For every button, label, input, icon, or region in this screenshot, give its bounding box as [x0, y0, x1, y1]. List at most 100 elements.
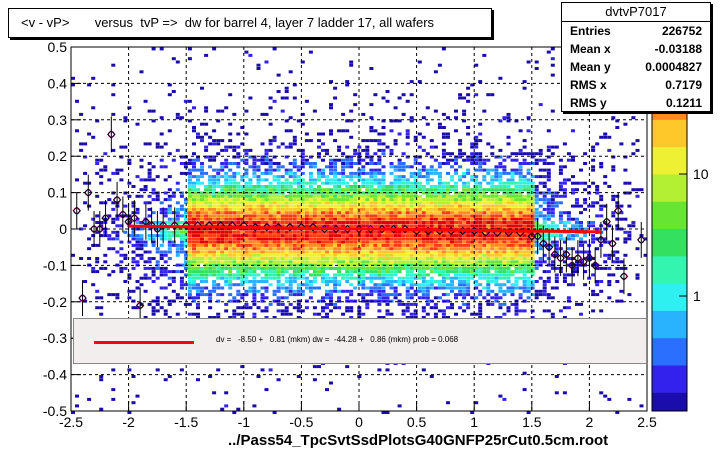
heatmap-cell: [482, 230, 487, 234]
heatmap-cell: [417, 175, 422, 179]
heatmap-cell: [514, 257, 519, 260]
heatmap-cell: [534, 260, 539, 264]
heatmap-cell: [433, 158, 438, 162]
heatmap-cell: [187, 227, 192, 231]
heatmap-cell: [369, 257, 374, 260]
heatmap-cell: [256, 165, 261, 169]
heatmap-cell: [470, 155, 475, 159]
heatmap-cell: [474, 296, 479, 300]
heatmap-cell: [425, 214, 430, 218]
heatmap-cell: [478, 316, 483, 319]
heatmap-cell: [240, 260, 245, 264]
heatmap-cell: [365, 234, 370, 238]
heatmap-cell: [248, 263, 253, 267]
heatmap-cell: [244, 217, 249, 221]
heatmap-cell: [397, 280, 402, 283]
heatmap-cell: [506, 191, 511, 195]
heatmap-cell: [296, 263, 301, 267]
heatmap-cell: [232, 250, 237, 254]
heatmap-cell: [441, 224, 446, 228]
heatmap-cell: [216, 253, 221, 257]
heatmap-cell: [216, 109, 221, 113]
heatmap-cell: [167, 93, 172, 97]
heatmap-cell: [405, 214, 410, 218]
heatmap-cell: [482, 253, 487, 257]
heatmap-cell: [276, 230, 281, 234]
heatmap-cell: [272, 198, 277, 202]
heatmap-cell: [409, 230, 414, 234]
heatmap-cell: [240, 201, 245, 205]
heatmap-cell: [329, 129, 333, 133]
heatmap-cell: [317, 198, 321, 202]
heatmap-cell: [454, 171, 458, 175]
heatmap-cell: [292, 250, 297, 254]
heatmap-cell: [333, 201, 338, 205]
heatmap-cell: [466, 257, 471, 260]
heatmap-cell: [187, 191, 192, 195]
heatmap-cell: [643, 253, 648, 257]
heatmap-cell: [441, 234, 446, 238]
heatmap-cell: [446, 116, 450, 120]
heatmap-cell: [264, 240, 269, 244]
heatmap-cell: [232, 217, 237, 221]
heatmap-cell: [187, 289, 192, 293]
heatmap-cell: [583, 227, 588, 231]
heatmap-cell: [417, 217, 422, 221]
heatmap-cell: [450, 204, 454, 208]
heatmap-cell: [425, 299, 430, 303]
heatmap-cell: [550, 211, 555, 215]
heatmap-cell: [99, 266, 104, 270]
heatmap-cell: [639, 404, 644, 408]
heatmap-cell: [498, 253, 503, 257]
heatmap-cell: [284, 253, 289, 257]
heatmap-cell: [474, 207, 479, 211]
heatmap-cell: [429, 280, 434, 283]
heatmap-cell: [502, 293, 507, 297]
heatmap-cell: [571, 234, 575, 238]
heatmap-cell: [208, 155, 213, 159]
heatmap-cell: [325, 198, 329, 202]
heatmap-cell: [421, 309, 426, 313]
heatmap-cell: [312, 257, 317, 260]
heatmap-cell: [454, 240, 458, 244]
heatmap-cell: [175, 227, 180, 231]
heatmap-cell: [353, 198, 358, 202]
heatmap-cell: [248, 191, 253, 195]
heatmap-cell: [417, 250, 422, 254]
heatmap-cell: [228, 211, 233, 215]
heatmap-cell: [131, 306, 136, 310]
heatmap-cell: [441, 211, 446, 215]
heatmap-cell: [566, 217, 571, 221]
heatmap-cell: [417, 204, 422, 208]
heatmap-cell: [377, 168, 382, 172]
heatmap-cell: [397, 162, 402, 165]
heatmap-cell: [518, 214, 523, 218]
heatmap-cell: [510, 253, 515, 257]
heatmap-cell: [240, 194, 245, 198]
heatmap-cell: [236, 407, 241, 411]
heatmap-cell: [478, 257, 483, 260]
heatmap-cell: [264, 270, 269, 274]
heatmap-cell: [264, 273, 269, 277]
heatmap-cell: [187, 273, 192, 277]
heatmap-cell: [200, 293, 204, 297]
heatmap-cell: [373, 181, 378, 185]
heatmap-cell: [635, 139, 640, 143]
heatmap-cell: [566, 234, 571, 238]
heatmap-cell: [216, 171, 221, 175]
heatmap-cell: [558, 309, 563, 313]
heatmap-cell: [333, 214, 338, 218]
heatmap-cell: [514, 185, 519, 188]
heatmap-cell: [486, 240, 491, 244]
heatmap-cell: [365, 230, 370, 234]
heatmap-cell: [635, 188, 640, 192]
heatmap-cell: [276, 296, 281, 300]
heatmap-cell: [200, 266, 204, 270]
heatmap-cell: [353, 266, 358, 270]
heatmap-cell: [514, 194, 519, 198]
heatmap-cell: [530, 185, 535, 188]
heatmap-cell: [321, 230, 325, 234]
heatmap-cell: [200, 230, 204, 234]
heatmap-cell: [381, 240, 386, 244]
heatmap-cell: [208, 142, 213, 146]
